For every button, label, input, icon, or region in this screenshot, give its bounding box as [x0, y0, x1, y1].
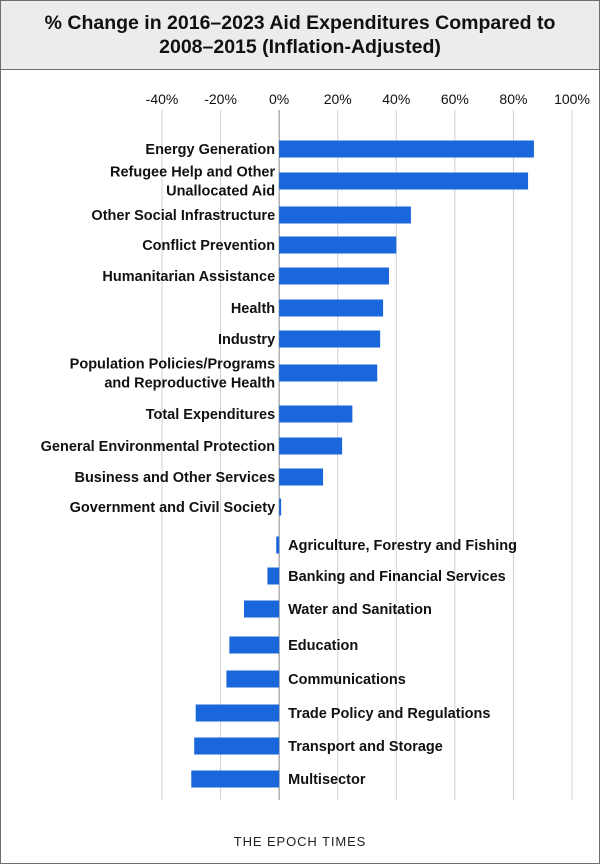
bar: [267, 567, 280, 585]
bar: [279, 498, 282, 516]
x-tick-label: -20%: [204, 91, 237, 107]
category-label: Agriculture, Forestry and Fishing: [288, 538, 517, 554]
bar: [279, 405, 353, 423]
bar: [279, 172, 529, 190]
gridlines: [161, 110, 573, 800]
bar: [279, 236, 397, 254]
bars: [191, 140, 534, 788]
chart-title: % Change in 2016–2023 Aid Expenditures C…: [44, 12, 556, 58]
category-label: Trade Policy and Regulations: [288, 706, 490, 722]
bar: [276, 536, 280, 554]
x-tick-label: 0%: [269, 91, 289, 107]
x-axis-ticks: -40% -20% 0% 20% 40% 60% 80% 100%: [146, 91, 590, 107]
x-tick-label: -40%: [146, 91, 179, 107]
category-label: Transport and Storage: [288, 739, 443, 755]
category-label: Industry: [218, 332, 275, 348]
bar: [279, 330, 381, 348]
bar: [279, 267, 389, 285]
category-label: Conflict Prevention: [142, 238, 275, 254]
bar: [194, 737, 280, 755]
bar: [279, 364, 378, 382]
x-tick-label: 100%: [554, 91, 590, 107]
category-label: Total Expenditures: [146, 407, 275, 423]
source-credit: THE EPOCH TIMES: [233, 834, 367, 849]
bar: [244, 600, 280, 618]
x-tick-label: 20%: [324, 91, 352, 107]
category-label: Health: [231, 301, 275, 317]
bar: [191, 770, 280, 788]
x-tick-label: 40%: [382, 91, 410, 107]
category-label: Business and Other Services: [74, 470, 275, 486]
category-label: Multisector: [288, 772, 366, 788]
bar: [279, 140, 534, 158]
category-label: Water and Sanitation: [288, 602, 432, 618]
category-label: Energy Generation: [145, 142, 275, 158]
category-label: Refugee Help and Other Unallocated Aid: [110, 165, 276, 200]
category-label: Banking and Financial Services: [288, 569, 506, 585]
bar: [195, 704, 280, 722]
category-label: General Environmental Protection: [41, 439, 275, 455]
category-label: Government and Civil Society: [70, 500, 275, 516]
title-band: % Change in 2016–2023 Aid Expenditures C…: [1, 1, 599, 70]
category-label: Communications: [288, 672, 406, 688]
category-label: Other Social Infrastructure: [91, 208, 275, 224]
bar: [226, 670, 280, 688]
bar: [229, 636, 280, 654]
category-label: Population Policies/Programs and Reproduc…: [70, 357, 275, 392]
category-label: Education: [288, 638, 358, 654]
bar: [279, 299, 384, 317]
bar: [279, 468, 324, 486]
x-tick-label: 60%: [441, 91, 469, 107]
x-tick-label: 80%: [499, 91, 527, 107]
category-label: Humanitarian Assistance: [102, 269, 275, 285]
bar: [279, 206, 411, 224]
category-labels: Energy Generation Refugee Help and Other U…: [41, 142, 517, 788]
bar: [279, 437, 343, 455]
